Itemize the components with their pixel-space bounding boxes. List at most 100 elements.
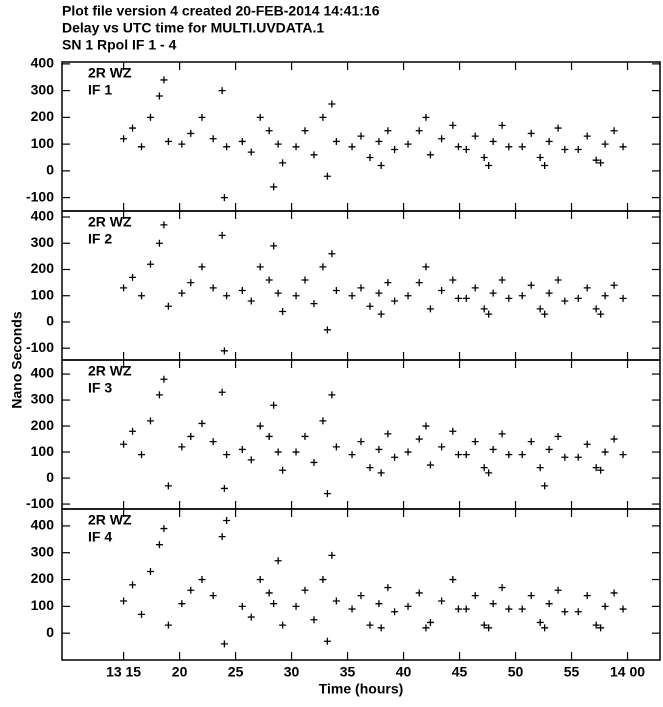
point (218, 87, 226, 95)
point (178, 600, 186, 608)
point (187, 279, 195, 287)
point (256, 263, 264, 271)
point (518, 292, 526, 300)
point (270, 401, 278, 409)
point (592, 156, 600, 164)
panel-frame (61, 508, 661, 661)
panel-label: 2R WZ (88, 214, 132, 230)
x-tick-label: 40 (396, 664, 412, 680)
point (554, 586, 562, 594)
y-tick-label: 400 (31, 208, 55, 224)
point (601, 140, 609, 148)
point (462, 294, 470, 302)
point (485, 162, 493, 170)
point (561, 297, 569, 305)
point (220, 347, 228, 355)
point (348, 292, 356, 300)
point (592, 305, 600, 313)
point (279, 159, 287, 167)
point (601, 602, 609, 610)
point (541, 624, 549, 632)
point (238, 137, 246, 145)
y-tick-label: 300 (31, 234, 55, 250)
point (323, 326, 331, 334)
point (319, 263, 327, 271)
point (471, 592, 479, 600)
point (404, 448, 412, 456)
point (471, 438, 479, 446)
y-tick-label: 400 (31, 365, 55, 381)
point (164, 482, 172, 490)
point (462, 451, 470, 459)
x-axis-label: Time (hours) (319, 681, 404, 697)
point (391, 453, 399, 461)
point (449, 576, 457, 584)
point (348, 605, 356, 613)
point (256, 422, 264, 430)
point (536, 153, 544, 161)
point (480, 621, 488, 629)
y-tick-label: 300 (31, 391, 55, 407)
point (583, 284, 591, 292)
point (498, 584, 506, 592)
point (238, 286, 246, 294)
point (357, 438, 365, 446)
point (375, 600, 383, 608)
point (160, 375, 168, 383)
point (323, 637, 331, 645)
point (377, 310, 385, 318)
point (610, 281, 618, 289)
point (155, 391, 163, 399)
point (454, 143, 462, 151)
point (348, 143, 356, 151)
point (328, 100, 336, 108)
point (155, 92, 163, 100)
point (462, 145, 470, 153)
point (310, 616, 318, 624)
point (375, 289, 383, 297)
point (129, 124, 137, 132)
point (583, 592, 591, 600)
point (357, 284, 365, 292)
y-tick-label: 100 (31, 286, 55, 302)
point (597, 624, 605, 632)
point (480, 464, 488, 472)
point (274, 140, 282, 148)
point (592, 464, 600, 472)
panel-label: 2R WZ (88, 65, 132, 81)
y-tick-label: -100 (26, 495, 54, 511)
point (498, 430, 506, 438)
point (426, 618, 434, 626)
point (265, 276, 273, 284)
point (292, 602, 300, 610)
point (449, 427, 457, 435)
point (610, 127, 618, 135)
y-tick-label: 200 (31, 570, 55, 586)
point (247, 613, 255, 621)
point (310, 458, 318, 466)
point (209, 592, 217, 600)
point (574, 608, 582, 616)
point (554, 276, 562, 284)
point (536, 618, 544, 626)
point (160, 525, 168, 533)
point (619, 605, 627, 613)
point (384, 127, 392, 135)
point (561, 145, 569, 153)
point (310, 300, 318, 308)
point (498, 121, 506, 129)
point (415, 127, 423, 135)
point (454, 451, 462, 459)
point (218, 388, 226, 396)
point (319, 576, 327, 584)
point (323, 172, 331, 180)
y-tick-label: 400 (31, 55, 55, 71)
point (375, 137, 383, 145)
panel-frame (61, 359, 661, 510)
point (449, 121, 457, 129)
point (489, 289, 497, 297)
point (498, 276, 506, 284)
point (164, 302, 172, 310)
y-tick-label: -100 (26, 339, 54, 355)
